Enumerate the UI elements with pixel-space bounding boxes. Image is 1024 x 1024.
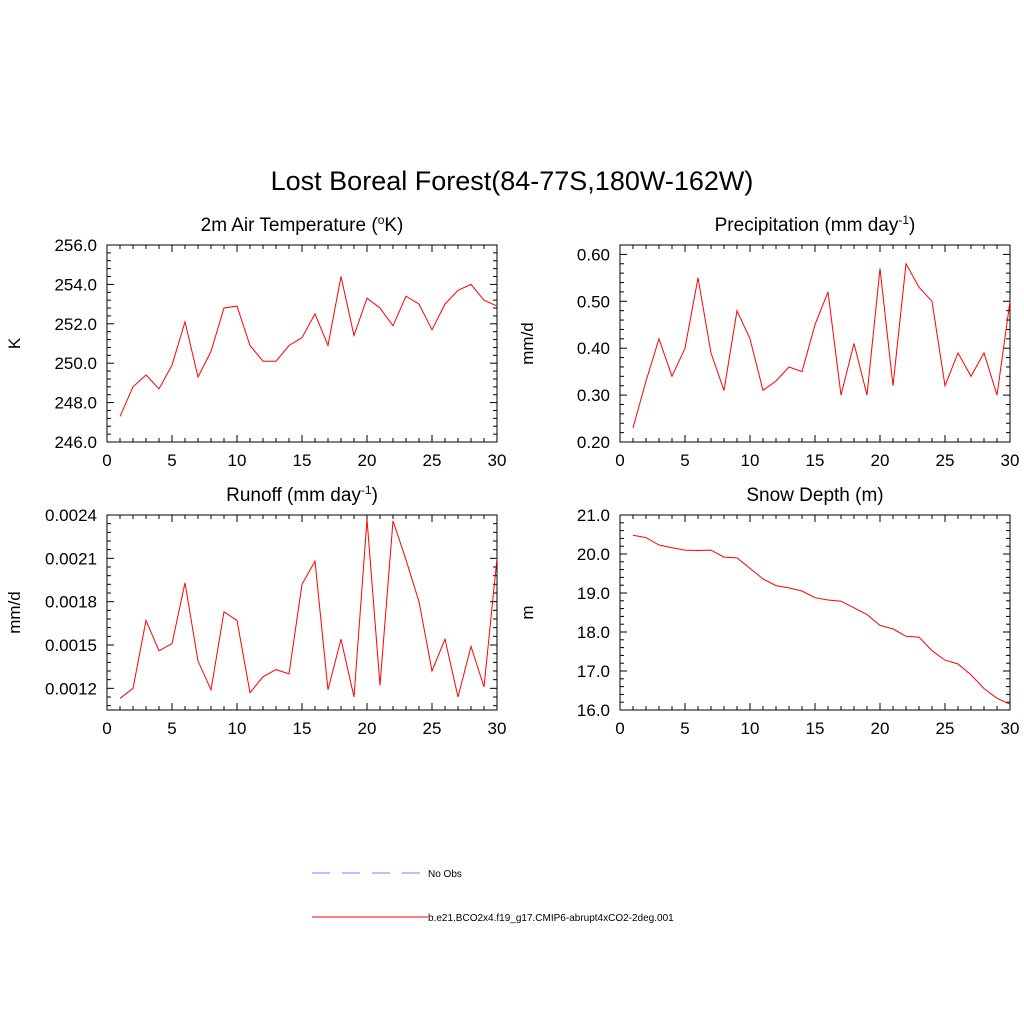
y-tick-label: 246.0 xyxy=(54,433,97,452)
y-tick-label: 248.0 xyxy=(54,394,97,413)
y-tick-label: 252.0 xyxy=(54,315,97,334)
y-tick-label: 0.40 xyxy=(577,339,610,358)
y-tick-label: 0.0021 xyxy=(45,549,97,568)
plot-frame xyxy=(106,514,498,711)
x-tick-label: 10 xyxy=(228,719,247,738)
y-tick-label: 254.0 xyxy=(54,275,97,294)
y-tick-label: 256.0 xyxy=(54,236,97,255)
y-tick-label: 250.0 xyxy=(54,354,97,373)
x-tick-label: 20 xyxy=(871,451,890,470)
y-tick-label: 19.0 xyxy=(577,584,610,603)
x-tick-label: 20 xyxy=(358,719,377,738)
plot-frame xyxy=(619,514,1011,711)
panel-title: 2m Air Temperature (oK) xyxy=(201,213,404,236)
x-tick-label: 15 xyxy=(293,719,312,738)
y-axis-label: mm/d xyxy=(518,322,537,365)
x-tick-label: 20 xyxy=(358,451,377,470)
panel-title: Precipitation (mm day-1) xyxy=(715,213,916,236)
x-tick-label: 10 xyxy=(741,719,760,738)
x-tick-label: 10 xyxy=(228,451,247,470)
x-tick-label: 25 xyxy=(936,451,955,470)
series-line xyxy=(119,519,498,699)
x-tick-label: 25 xyxy=(936,719,955,738)
x-tick-label: 30 xyxy=(488,451,507,470)
series-line xyxy=(632,262,1011,429)
y-tick-label: 0.60 xyxy=(577,245,610,264)
x-tick-label: 30 xyxy=(1001,719,1020,738)
x-tick-label: 30 xyxy=(1001,451,1020,470)
x-tick-label: 0 xyxy=(102,719,111,738)
x-tick-label: 5 xyxy=(167,451,176,470)
y-tick-label: 0.0024 xyxy=(45,506,97,525)
x-tick-label: 20 xyxy=(871,719,890,738)
x-tick-label: 15 xyxy=(806,719,825,738)
x-tick-label: 0 xyxy=(615,451,624,470)
panel-runoff: Runoff (mm day-1) 0 5 10 15 20 25 30 0.0012 0.001… xyxy=(5,483,506,738)
plot-frame xyxy=(619,244,1011,443)
x-tick-label: 15 xyxy=(293,451,312,470)
y-axis-label: K xyxy=(5,337,24,349)
y-tick-label: 21.0 xyxy=(577,506,610,525)
panel-snow-depth: Snow Depth (m) 0 5 10 15 20 25 30 16.0 17.0 18.0 19… xyxy=(518,485,1019,738)
y-axis-label: m xyxy=(518,605,537,619)
panel-title: Runoff (mm day-1) xyxy=(226,483,378,506)
x-tick-label: 25 xyxy=(423,451,442,470)
y-axis-label: mm/d xyxy=(5,591,24,634)
x-tick-label: 15 xyxy=(806,451,825,470)
legend-no-obs-label: No Obs xyxy=(428,869,462,880)
series-line xyxy=(632,534,1011,705)
y-tick-label: 17.0 xyxy=(577,662,610,681)
x-tick-label: 5 xyxy=(680,451,689,470)
y-tick-label: 0.30 xyxy=(577,386,610,405)
y-tick-label: 0.0015 xyxy=(45,636,97,655)
figure-title: Lost Boreal Forest(84-77S,180W-162W) xyxy=(271,166,754,196)
x-tick-label: 25 xyxy=(423,719,442,738)
panel-title: Snow Depth (m) xyxy=(746,485,883,506)
x-tick-label: 0 xyxy=(102,451,111,470)
panel-precipitation: Precipitation (mm day-1) 0 5 10 15 20 25 30 0.20… xyxy=(518,213,1019,470)
x-tick-label: 30 xyxy=(488,719,507,738)
y-tick-label: 18.0 xyxy=(577,623,610,642)
x-tick-label: 0 xyxy=(615,719,624,738)
panel-air-temperature: 2m Air Temperature (oK) 0 5 10 15 20 25 30 246.0… xyxy=(5,213,506,470)
series-line xyxy=(119,276,498,417)
legend-model-label: b.e21.BCO2x4.f19_g17.CMIP6-abrupt4xCO2-2… xyxy=(428,913,674,924)
y-tick-label: 20.0 xyxy=(577,545,610,564)
x-tick-label: 10 xyxy=(741,451,760,470)
plot-frame xyxy=(106,244,498,443)
x-tick-label: 5 xyxy=(680,719,689,738)
y-tick-label: 0.0018 xyxy=(45,593,97,612)
x-tick-label: 5 xyxy=(167,719,176,738)
y-tick-label: 0.0012 xyxy=(45,679,97,698)
y-tick-label: 0.20 xyxy=(577,433,610,452)
y-tick-label: 0.50 xyxy=(577,292,610,311)
legend: No Obs b.e21.BCO2x4.f19_g17.CMIP6-abrupt… xyxy=(312,869,674,924)
y-tick-label: 16.0 xyxy=(577,701,610,720)
